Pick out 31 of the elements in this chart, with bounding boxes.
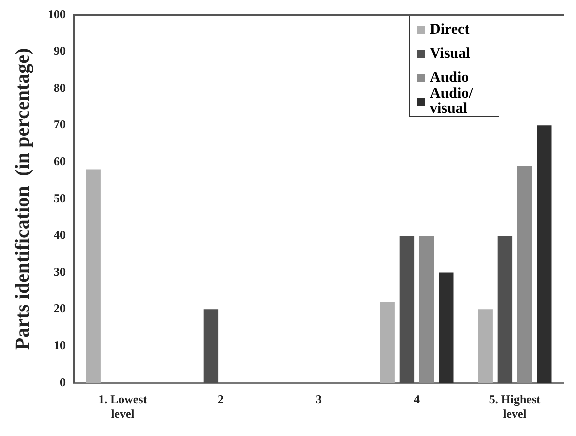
bar xyxy=(380,302,395,384)
bar xyxy=(517,166,532,384)
y-tick-label: 60 xyxy=(54,154,66,168)
bar xyxy=(439,272,454,384)
y-tick-label: 100 xyxy=(48,7,66,22)
y-tick-label: 20 xyxy=(54,302,66,316)
x-tick-label: 1. Lowest level xyxy=(98,392,148,421)
y-tick-label: 70 xyxy=(54,118,66,132)
x-tick-label: 3 xyxy=(316,392,322,406)
bar xyxy=(204,310,219,384)
legend-label: Audio xyxy=(430,70,470,86)
y-tick-label: 80 xyxy=(54,80,66,95)
y-tick-label: 50 xyxy=(54,191,66,206)
y-tick-label: 90 xyxy=(54,44,66,58)
bar xyxy=(419,236,434,384)
y-tick-label: 10 xyxy=(54,338,66,352)
x-tick-label: 4 xyxy=(414,392,420,406)
x-tick-label: 5. Highest level xyxy=(489,392,541,421)
legend-label: Direct xyxy=(430,22,471,38)
y-tick-label: 40 xyxy=(54,228,66,242)
bar xyxy=(86,170,101,384)
x-tick-label: 2 xyxy=(218,392,224,406)
bar xyxy=(478,310,493,384)
y-axis-title: Parts identification (in percentage) xyxy=(12,48,34,350)
legend-label: Visual xyxy=(430,46,472,62)
y-tick-label: 30 xyxy=(54,264,66,279)
y-tick-label: 0 xyxy=(60,375,66,390)
bar xyxy=(537,126,552,384)
bar xyxy=(400,236,415,384)
bar xyxy=(498,236,513,384)
legend-label: Audio/ visual xyxy=(430,86,474,118)
